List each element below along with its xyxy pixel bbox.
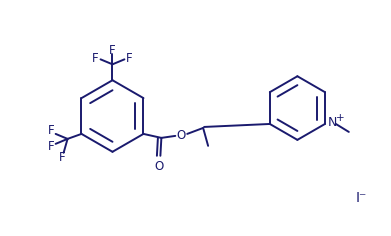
Text: +: +	[336, 113, 344, 123]
Text: F: F	[59, 151, 66, 164]
Text: O: O	[177, 129, 186, 142]
Text: F: F	[109, 44, 116, 57]
Text: N: N	[328, 117, 337, 130]
Text: I⁻: I⁻	[355, 190, 367, 205]
Text: F: F	[48, 124, 55, 137]
Text: F: F	[48, 140, 55, 153]
Text: O: O	[154, 160, 163, 173]
Text: F: F	[92, 52, 99, 65]
Text: F: F	[126, 52, 133, 65]
